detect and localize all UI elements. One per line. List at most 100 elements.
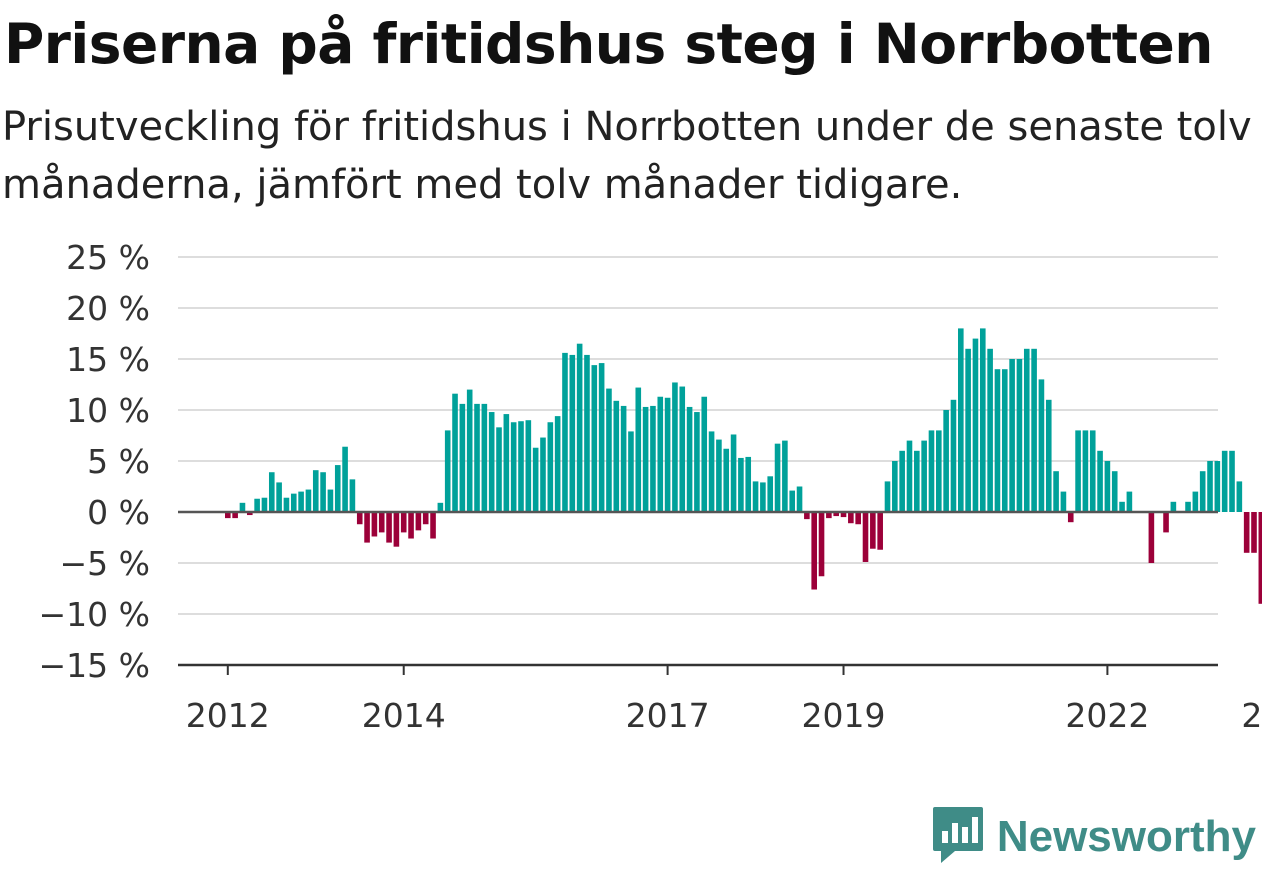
- bar: [1023, 348, 1030, 512]
- bar: [518, 421, 524, 512]
- bar: [1192, 491, 1199, 512]
- x-tick-label: 2024: [1241, 696, 1262, 735]
- x-tick-label: 2012: [186, 696, 270, 735]
- bar: [1199, 471, 1206, 512]
- bar: [525, 420, 532, 512]
- bar: [254, 498, 260, 512]
- bar: [1258, 512, 1262, 604]
- bar: [1119, 501, 1125, 512]
- bar: [862, 512, 869, 562]
- bar: [1221, 450, 1228, 512]
- bar: [1060, 491, 1067, 512]
- bar: [422, 512, 429, 525]
- bar: [430, 512, 436, 539]
- bar: [1104, 461, 1111, 512]
- bar: [342, 446, 348, 512]
- bar: [459, 403, 466, 512]
- bar: [1163, 512, 1169, 533]
- chart-subtitle: Prisutveckling för fritidshus i Norrbott…: [2, 104, 1252, 208]
- bar: [745, 456, 752, 512]
- y-tick-label: −10 %: [39, 595, 151, 634]
- y-tick-label: −5 %: [60, 544, 151, 583]
- bar: [664, 397, 671, 512]
- bar: [870, 512, 876, 549]
- bar: [1089, 430, 1096, 512]
- bar: [965, 348, 971, 512]
- bar: [408, 512, 414, 539]
- bar: [393, 512, 400, 547]
- bar: [547, 422, 554, 512]
- x-tick-label: 2014: [362, 696, 446, 735]
- bar: [1045, 399, 1052, 512]
- bar: [774, 443, 781, 512]
- bar: [510, 422, 517, 512]
- bar: [694, 412, 700, 512]
- bar: [1038, 379, 1045, 512]
- bar: [921, 440, 927, 512]
- bar: [1126, 491, 1133, 512]
- bar: [1207, 461, 1213, 512]
- bar: [1214, 461, 1221, 512]
- bar: [738, 457, 744, 512]
- bar: [811, 512, 817, 590]
- bar: [488, 412, 495, 512]
- y-tick-label: 15 %: [66, 340, 150, 379]
- bar: [1082, 430, 1089, 512]
- x-tick-label: 2022: [1065, 696, 1149, 735]
- bar: [1009, 359, 1015, 512]
- bar: [789, 490, 796, 512]
- bar: [268, 472, 275, 512]
- bar: [716, 439, 722, 512]
- bar: [950, 399, 957, 512]
- bar: [371, 512, 378, 537]
- bar: [730, 434, 737, 512]
- bar: [840, 512, 847, 518]
- y-tick-label: 20 %: [66, 289, 150, 328]
- x-axis: 2012 2014 2017 2019 2022 2024: [178, 510, 1262, 735]
- bar: [1031, 348, 1037, 512]
- bar: [591, 365, 598, 512]
- bar: [261, 497, 268, 512]
- bar: [540, 437, 546, 512]
- bar: [936, 430, 942, 512]
- bar: [848, 512, 854, 524]
- bar: [642, 406, 649, 512]
- bar: [877, 512, 883, 550]
- bar: [979, 328, 986, 512]
- bar: [855, 512, 861, 525]
- bar: [305, 489, 312, 512]
- bar: [943, 410, 949, 512]
- bar: [378, 512, 385, 533]
- bar: [782, 440, 788, 512]
- bar: [760, 482, 766, 512]
- bar: [554, 416, 561, 512]
- brand-logo: Newsworthy: [931, 805, 1256, 869]
- bar: [1016, 359, 1023, 512]
- bar-series: [225, 328, 1262, 604]
- bar: [386, 512, 392, 543]
- bar: [620, 405, 627, 512]
- bar: [334, 465, 341, 512]
- bar: [569, 354, 576, 512]
- y-tick-label: 25 %: [66, 238, 150, 277]
- bar: [723, 448, 730, 512]
- bar: [767, 476, 774, 512]
- chart-title: Priserna på fritidshus steg i Norrbotten: [4, 12, 1213, 76]
- bar: [1075, 430, 1081, 512]
- bar: [562, 352, 568, 512]
- bar: [481, 403, 488, 512]
- bar: [1243, 512, 1250, 553]
- bar: [312, 470, 319, 512]
- bar: [892, 461, 898, 512]
- bar: [400, 512, 407, 533]
- bar: [1148, 512, 1155, 563]
- bar: [444, 430, 451, 512]
- bar: [320, 472, 326, 512]
- bar: [1170, 501, 1177, 512]
- newsworthy-logo-icon: [931, 805, 985, 869]
- bar: [833, 512, 839, 517]
- bar: [906, 440, 913, 512]
- bar: [708, 431, 715, 512]
- bar: [1053, 471, 1059, 512]
- bar: [672, 382, 678, 512]
